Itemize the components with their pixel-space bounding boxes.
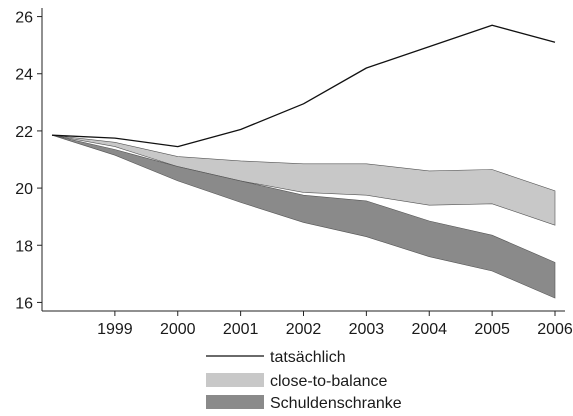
y-tick-label: 20 (15, 181, 33, 198)
x-tick-label: 2004 (411, 321, 447, 338)
legend-swatch-schuldenschranke (206, 395, 264, 409)
y-tick-label: 26 (15, 10, 33, 27)
axes: 16 18 20 22 24 26 1999 2000 2001 2002 2003 2004 2005… (15, 8, 573, 338)
x-tick-label: 2002 (286, 321, 322, 338)
x-tick-label: 1999 (97, 321, 133, 338)
legend-label-tats-chlich: tatsächlich (270, 349, 346, 366)
x-tick-label: 2001 (223, 321, 259, 338)
y-tick-label: 16 (15, 295, 33, 312)
legend-label-schuldenschranke: Schuldenschranke (270, 395, 402, 411)
x-tick-label: 2000 (160, 321, 196, 338)
legend: tatsächlich close-to-balance Schuldenschra… (206, 349, 402, 412)
band-schuldenschranke (51, 134, 556, 299)
x-tick-label: 2003 (349, 321, 385, 338)
y-tick-label: 22 (15, 124, 33, 141)
legend-label-close-to-balance: close-to-balance (270, 373, 388, 390)
series-line-tats-chlich (51, 24, 556, 148)
x-tick-label: 2005 (474, 321, 510, 338)
line-layer (51, 24, 556, 148)
x-tick-label: 2006 (537, 321, 573, 338)
y-tick-label: 18 (15, 238, 33, 255)
legend-swatch-close-to-balance (206, 373, 264, 387)
band-layer (51, 134, 556, 299)
y-tick-label: 24 (15, 67, 33, 84)
